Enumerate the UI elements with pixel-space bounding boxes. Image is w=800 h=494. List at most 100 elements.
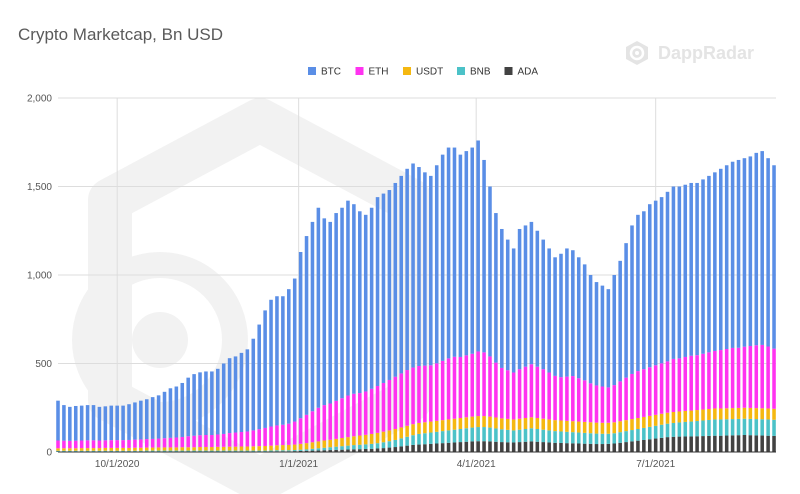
bar-btc [464,151,469,356]
bar-usdt [387,430,392,442]
bar-btc [588,275,593,384]
bar-ada [594,444,599,452]
bar-bnb [618,432,622,443]
bar-eth [328,403,332,440]
bar-ada [352,449,356,452]
bar-ada [760,435,764,452]
bar-eth [358,393,362,436]
bar-ada [576,443,581,452]
bar-btc [393,182,398,377]
bar-btc [186,377,190,437]
bar-ada [310,450,315,452]
legend-label: BNB [470,67,491,78]
bar-btc [612,275,617,386]
bar-bnb [328,447,332,451]
bar-btc [476,140,480,352]
bar-ada [606,443,611,452]
bar-btc [68,406,72,441]
bar-eth [139,439,143,448]
bar-btc [576,257,581,379]
bar-ada [647,439,652,452]
bar-bnb [748,418,753,436]
bar-usdt [121,447,125,451]
bar-btc [85,405,90,441]
bar-btc [523,225,528,367]
bar-ada [754,435,759,452]
bar-usdt [772,408,776,420]
bar-ada [695,436,699,452]
bar-btc [239,352,244,432]
bar-eth [434,363,439,421]
bar-ada [505,442,510,452]
bar-btc [736,159,741,348]
bar-ada [393,447,398,452]
y-tick-label: 2,000 [27,94,52,105]
bar-ada [665,437,670,452]
bar-bnb [405,436,409,446]
bar-usdt [358,435,362,445]
bar-usdt [180,447,185,451]
bar-eth [363,391,368,435]
bar-eth [630,373,634,420]
bar-btc [91,405,96,441]
bar-bnb [647,426,652,440]
bar-usdt [689,410,693,422]
bar-bnb [541,429,546,443]
bar-usdt [529,417,534,429]
bar-bnb [121,450,125,452]
bar-btc [281,296,285,425]
bar-btc [334,213,338,401]
bar-eth [393,376,398,429]
bar-ada [440,443,445,452]
bar-btc [322,218,327,406]
bar-btc [630,225,634,374]
bar-usdt [488,416,492,428]
bar-btc [346,200,350,396]
bar-usdt [411,424,415,436]
bar-bnb [316,448,321,451]
bar-ada [298,450,303,452]
bar-bnb [109,450,114,452]
bar-btc [180,382,185,437]
bar-usdt [718,408,723,420]
bar-btc [328,221,332,404]
legend-item-eth: ETH [355,67,389,78]
bar-bnb [713,419,717,436]
bar-btc [517,228,522,370]
bar-eth [334,400,338,439]
bar-btc [73,405,78,441]
bar-usdt [316,441,321,449]
bar-usdt [452,418,457,430]
bar-bnb [56,450,60,452]
bar-ada [452,442,457,452]
bar-ada [470,441,475,452]
bar-btc [446,147,451,359]
bar-bnb [434,431,439,444]
legend-swatch [504,67,513,75]
bar-usdt [707,408,711,420]
bar-bnb [559,431,563,443]
bar-btc [642,211,646,370]
bar-eth [653,365,658,415]
bar-usdt [310,442,315,449]
y-tick-label: 1,000 [27,271,52,282]
bar-bnb [612,433,617,444]
bar-btc [168,388,173,438]
bar-bnb [529,428,534,442]
bar-usdt [612,422,617,434]
bar-ada [707,435,711,452]
bar-bnb [411,435,415,445]
bar-eth [269,426,273,446]
bar-bnb [287,450,291,452]
bar-bnb [358,444,362,450]
bar-bnb [387,441,392,448]
bar-eth [62,440,66,449]
bar-usdt [511,419,516,431]
bar-usdt [103,447,108,451]
bar-bnb [423,433,427,445]
legend-label: ETH [369,67,389,78]
bar-ada [429,443,433,452]
bar-usdt [263,445,267,451]
bar-usdt [600,422,605,434]
bar-bnb [245,450,250,452]
